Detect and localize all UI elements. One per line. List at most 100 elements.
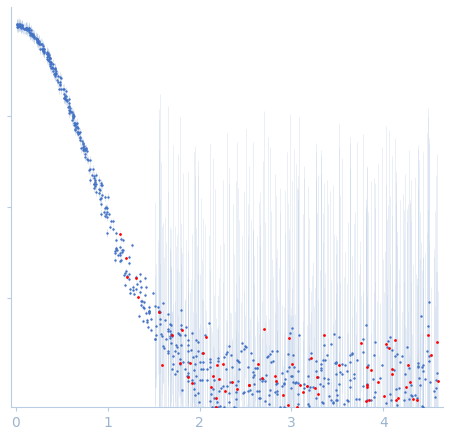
Point (280, 403, 287, 410)
Point (138, 298, 145, 305)
Point (409, 395, 416, 402)
Point (50, 67, 57, 74)
Point (432, 385, 440, 392)
Point (288, 384, 295, 391)
Point (418, 402, 426, 409)
Point (142, 309, 149, 316)
Point (385, 345, 392, 352)
Point (79, 138, 86, 145)
Point (57, 75, 64, 82)
Point (326, 392, 333, 399)
Point (104, 204, 111, 211)
Point (159, 300, 166, 307)
Point (81, 146, 89, 153)
Point (432, 377, 440, 384)
Point (374, 429, 381, 436)
Point (395, 385, 402, 392)
Point (63, 93, 70, 100)
Point (275, 421, 283, 428)
Point (235, 359, 242, 366)
Point (294, 367, 301, 374)
Point (363, 406, 370, 413)
Point (91, 177, 99, 184)
Point (66, 109, 73, 116)
Point (86, 177, 94, 184)
Point (211, 403, 218, 410)
Point (205, 319, 212, 326)
Point (329, 399, 336, 406)
Point (230, 404, 237, 411)
Point (317, 366, 324, 373)
Point (235, 366, 242, 373)
Point (331, 359, 338, 366)
Point (168, 330, 175, 337)
Point (14, 23, 21, 30)
Point (415, 375, 422, 382)
Point (346, 358, 354, 365)
Point (36, 37, 43, 44)
Point (353, 396, 360, 403)
Point (263, 354, 270, 361)
Point (63, 97, 71, 104)
Point (61, 94, 68, 101)
Point (104, 208, 111, 215)
Point (97, 200, 104, 207)
Point (184, 372, 191, 379)
Point (364, 383, 371, 390)
Point (410, 426, 417, 433)
Point (242, 343, 249, 350)
Point (91, 179, 99, 186)
Point (290, 430, 297, 437)
Point (371, 388, 378, 395)
Point (73, 123, 81, 130)
Point (198, 350, 206, 357)
Point (246, 386, 253, 393)
Point (269, 347, 276, 354)
Point (176, 355, 184, 362)
Point (203, 366, 210, 373)
Point (281, 376, 288, 383)
Point (232, 405, 239, 412)
Point (72, 127, 79, 134)
Point (100, 208, 108, 215)
Point (320, 383, 327, 390)
Point (371, 338, 378, 345)
Point (18, 21, 25, 28)
Point (50, 60, 57, 67)
Point (43, 50, 50, 57)
Point (255, 387, 262, 394)
Point (160, 343, 167, 350)
Point (192, 391, 199, 398)
Point (97, 187, 104, 194)
Point (25, 27, 32, 34)
Point (201, 331, 208, 338)
Point (50, 64, 57, 71)
Point (393, 350, 400, 357)
Point (273, 387, 280, 394)
Point (74, 128, 81, 135)
Point (273, 381, 280, 388)
Point (73, 119, 81, 126)
Point (69, 108, 76, 115)
Point (428, 352, 435, 359)
Point (406, 418, 413, 425)
Point (233, 382, 240, 389)
Point (211, 376, 218, 383)
Point (178, 327, 185, 334)
Point (116, 230, 123, 237)
Point (186, 359, 194, 366)
Point (166, 334, 174, 341)
Point (248, 350, 255, 357)
Point (313, 424, 320, 431)
Point (98, 210, 105, 217)
Point (15, 23, 22, 30)
Point (415, 364, 422, 371)
Point (73, 124, 81, 131)
Point (132, 274, 140, 281)
Point (341, 361, 348, 368)
Point (92, 180, 99, 187)
Point (185, 336, 192, 343)
Point (83, 148, 90, 155)
Point (214, 358, 221, 365)
Point (310, 413, 318, 420)
